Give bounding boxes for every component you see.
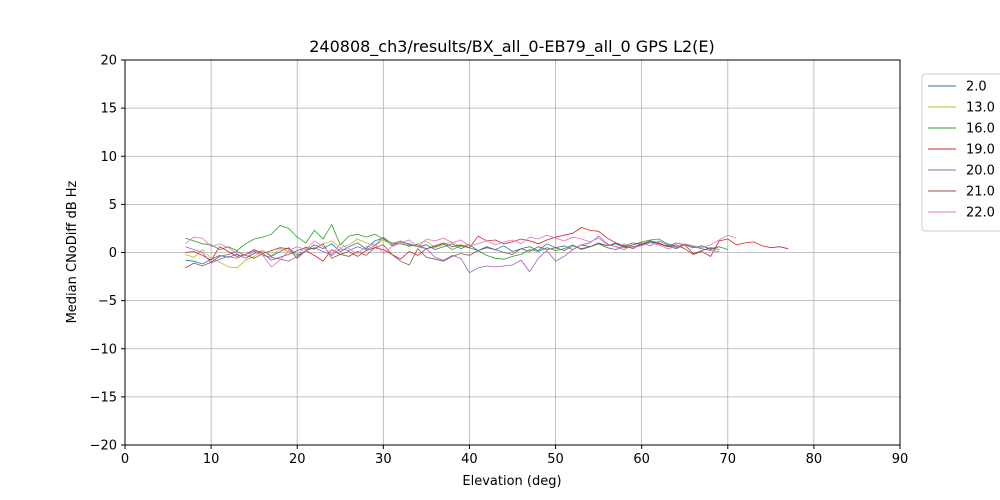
x-tick-label: 90	[892, 452, 909, 467]
x-tick-label: 50	[547, 452, 564, 467]
x-axis-ticks: 0 10 20 30 40 50 60 70 80 90	[121, 445, 908, 467]
x-axis-label: Elevation (deg)	[462, 474, 561, 489]
y-tick-label: 0	[109, 246, 117, 261]
series-lines	[185, 223, 789, 274]
series-line-21.0	[185, 240, 720, 269]
y-axis-label: Median CNoDiff dB Hz	[65, 180, 80, 323]
y-tick-label: −15	[90, 390, 117, 405]
series-line-22.0	[185, 234, 737, 268]
legend-entry: 22.0	[966, 206, 995, 221]
legend-box	[921, 73, 1000, 232]
legend-entry: 13.0	[966, 101, 995, 116]
x-tick-label: 80	[806, 452, 823, 467]
x-tick-label: 60	[633, 452, 650, 467]
legend-entry: 20.0	[966, 164, 995, 179]
series-line-16.0	[185, 223, 728, 260]
y-tick-label: 5	[109, 198, 117, 213]
legend-entry: 2.0	[966, 80, 987, 95]
legend-entry: 16.0	[966, 122, 995, 137]
x-tick-label: 0	[121, 452, 129, 467]
x-tick-label: 40	[461, 452, 478, 467]
y-axis-ticks: −20 −15 −10 −5 0 5 10 15 20	[90, 54, 125, 454]
y-tick-label: 20	[100, 54, 117, 69]
x-tick-label: 70	[720, 452, 737, 467]
legend-entry: 19.0	[966, 143, 995, 158]
y-tick-label: −5	[98, 294, 117, 309]
series-line-19.0	[185, 227, 789, 262]
y-tick-label: −10	[90, 342, 117, 357]
chart-title: 240808_ch3/results/BX_all_0-EB79_all_0 G…	[309, 37, 715, 57]
series-line-2.0	[185, 237, 720, 265]
y-tick-label: −20	[90, 439, 117, 454]
grid-lines	[124, 59, 901, 446]
x-tick-label: 10	[203, 452, 220, 467]
y-tick-label: 15	[100, 102, 117, 117]
legend-entry: 21.0	[966, 185, 995, 200]
x-tick-label: 30	[375, 452, 392, 467]
y-tick-label: 10	[100, 150, 117, 165]
legend: 2.0 13.0 16.0 19.0 20.0 21.0 22.0	[921, 73, 1000, 232]
x-tick-label: 20	[289, 452, 306, 467]
